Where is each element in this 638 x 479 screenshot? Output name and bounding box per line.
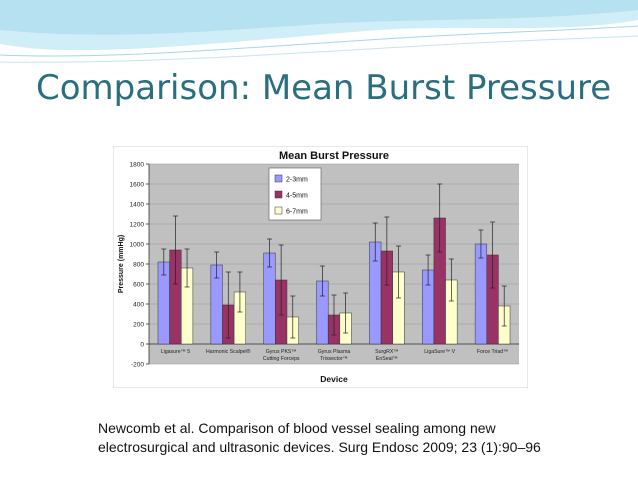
chart-title: Mean Burst Pressure xyxy=(279,150,389,162)
y-tick-label: 1000 xyxy=(130,242,145,249)
legend-label: 4-5mm xyxy=(286,193,308,200)
x-tick-label: Harmonic Scalpel® xyxy=(206,348,251,355)
y-tick-label: 600 xyxy=(133,282,144,289)
y-tick-label: 800 xyxy=(133,262,144,269)
x-tick-label: Gyrus Plasma xyxy=(318,349,351,355)
x-tick-label: LigaSure™ V xyxy=(424,349,455,355)
x-tick-label: Ligasure™ 5 xyxy=(161,349,191,355)
legend-label: 6-7mm xyxy=(286,209,308,216)
bar-chart: -200 0 200 400 600 800 1000 1200 1400 1600 1800 Lig… xyxy=(112,145,529,389)
x-tick-label: Cutting Forceps xyxy=(263,356,300,362)
y-tick-label: 1800 xyxy=(130,162,145,169)
x-tick-label: SurgRX™ xyxy=(375,349,398,355)
x-tick-label: Gyrus PKS™ xyxy=(266,349,297,355)
citation: Newcomb et al. Comparison of blood vesse… xyxy=(98,419,568,457)
citation-line-1: Newcomb et al. Comparison of blood vesse… xyxy=(98,420,496,436)
legend-label: 2-3mm xyxy=(286,177,308,184)
y-tick-label: 1400 xyxy=(130,202,145,209)
slide-title: Comparison: Mean Burst Pressure xyxy=(36,68,612,108)
y-tick-label: 400 xyxy=(133,302,144,309)
x-axis-title: Device xyxy=(320,374,348,384)
chart-container: -200 0 200 400 600 800 1000 1200 1400 1600 1800 Lig… xyxy=(112,145,529,389)
x-tick-label: Force Triad™ xyxy=(477,349,508,355)
bar xyxy=(474,243,488,345)
y-tick-label: -200 xyxy=(131,362,144,369)
y-axis-title: Pressure (mmHg) xyxy=(118,235,125,293)
legend-swatch xyxy=(274,174,283,183)
y-tick-label: 1600 xyxy=(130,182,145,189)
legend-swatch xyxy=(274,190,283,199)
y-tick-label: 200 xyxy=(133,322,144,329)
y-tick-label: 1200 xyxy=(130,222,145,229)
x-tick-label: EnSeal™ xyxy=(376,356,398,362)
header-wave-decoration xyxy=(0,0,638,63)
y-tick-label: 0 xyxy=(140,342,144,349)
citation-line-2: electrosurgical and ultrasonic devices. … xyxy=(98,439,541,455)
legend-swatch xyxy=(274,206,283,215)
x-tick-label: Trissector™ xyxy=(320,356,348,362)
